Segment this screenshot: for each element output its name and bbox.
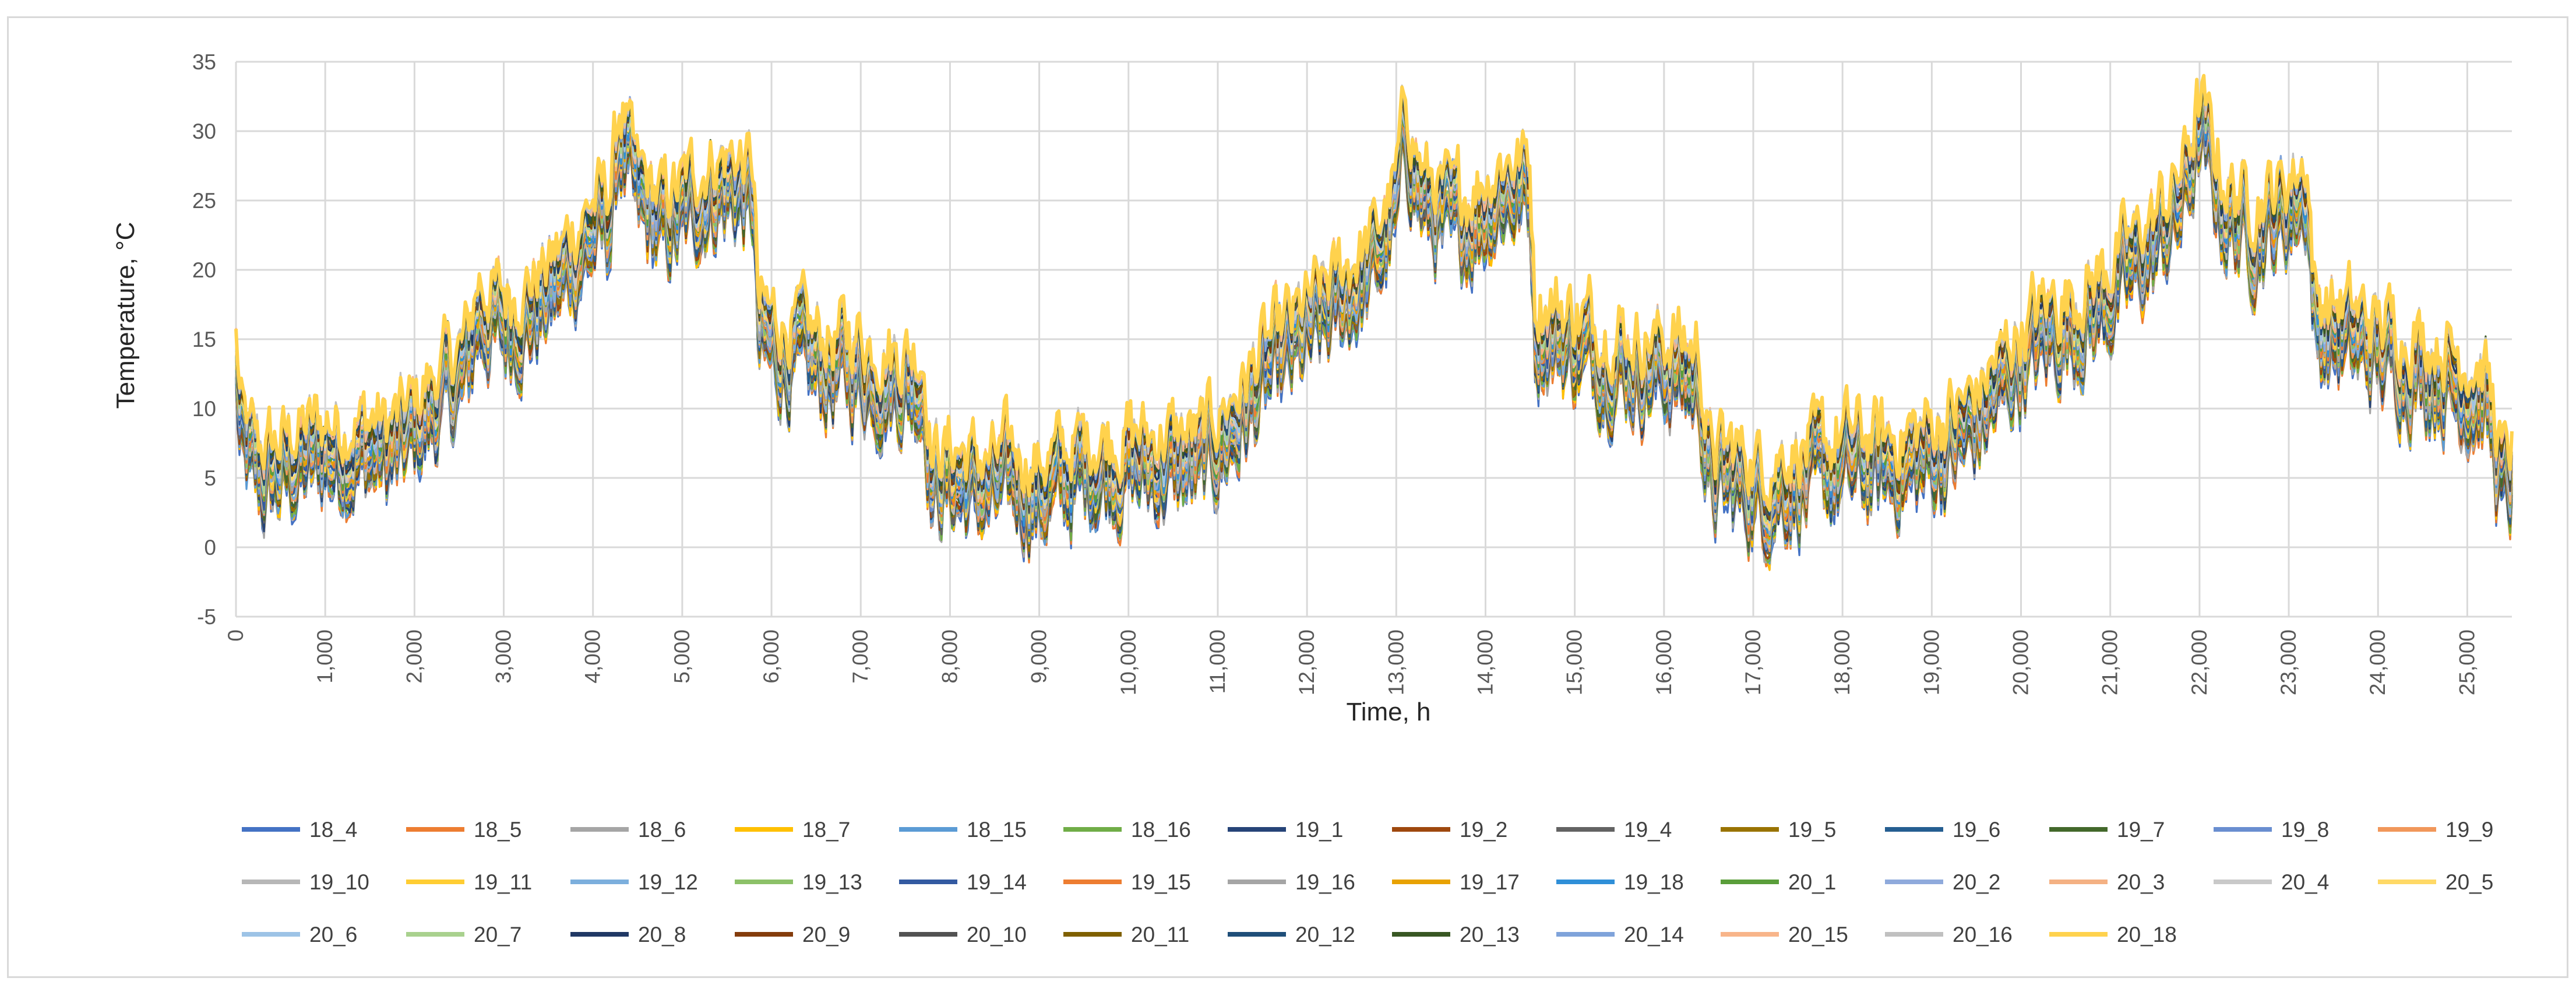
legend-label: 19_11: [474, 870, 532, 894]
x-tick-label: 25,000: [2455, 629, 2479, 695]
legend-label: 19_4: [1624, 818, 1672, 842]
x-tick-label: 23,000: [2277, 629, 2300, 695]
legend-label: 19_17: [1460, 870, 1520, 894]
legend-label: 20_9: [802, 923, 850, 947]
x-tick-label: 16,000: [1652, 629, 1676, 695]
legend-label: 20_3: [2117, 870, 2165, 894]
legend: 18_4 18_5 18_6 18_7 18_15 18_16 19_1 19_2 19_4 19…: [242, 818, 2493, 947]
x-tick-label: 3,000: [492, 629, 516, 684]
y-tick-label: 35: [192, 50, 216, 74]
legend-label: 20_2: [1953, 870, 2000, 894]
x-tick-label: 5,000: [670, 629, 694, 684]
y-tick-label: 5: [204, 466, 216, 490]
legend-label: 20_7: [474, 923, 521, 947]
legend-label: 20_11: [1131, 923, 1189, 947]
x-tick-label: 15,000: [1563, 629, 1587, 695]
legend-label: 19_1: [1295, 818, 1343, 842]
legend-label: 19_10: [309, 870, 369, 894]
legend-label: 18_16: [1131, 818, 1191, 842]
legend-label: 20_18: [2117, 923, 2177, 947]
x-tick-label: 24,000: [2366, 629, 2390, 695]
gridlines: [235, 61, 2512, 618]
x-tick-label: 9,000: [1027, 629, 1051, 684]
x-axis-title: Time, h: [1346, 698, 1430, 726]
y-tick-label: 30: [192, 119, 216, 143]
y-tick-label: 15: [192, 328, 216, 351]
x-tick-label: 17,000: [1741, 629, 1765, 695]
legend-label: 18_5: [474, 818, 521, 842]
legend-label: 18_4: [309, 818, 357, 842]
x-tick-label: 7,000: [848, 629, 872, 684]
y-axis-title: Temperature, °C: [111, 222, 140, 409]
legend-label: 19_13: [802, 870, 862, 894]
y-tick-label: 25: [192, 189, 216, 213]
x-tick-label: 21,000: [2098, 629, 2122, 695]
series-line-20-18: [234, 73, 2514, 512]
legend-label: 19_5: [1788, 818, 1836, 842]
legend-label: 18_7: [802, 818, 850, 842]
legend-label: 19_14: [967, 870, 1027, 894]
legend-label: 20_16: [1953, 923, 2013, 947]
legend-label: 20_15: [1788, 923, 1848, 947]
legend-label: 19_9: [2445, 818, 2493, 842]
x-tick-label: 19,000: [1919, 629, 1943, 695]
x-tick-label: 20,000: [2009, 629, 2033, 695]
legend-label: 20_10: [967, 923, 1027, 947]
x-tick-label: 22,000: [2187, 629, 2211, 695]
legend-label: 20_6: [309, 923, 357, 947]
series-lines: [234, 73, 2514, 571]
x-tick-label: 1,000: [313, 629, 337, 684]
legend-label: 18_15: [967, 818, 1027, 842]
legend-label: 19_2: [1460, 818, 1507, 842]
x-tick-label: 8,000: [938, 629, 961, 684]
legend-label: 19_15: [1131, 870, 1191, 894]
legend-label: 20_8: [638, 923, 686, 947]
y-tick-label: 20: [192, 258, 216, 282]
legend-label: 19_6: [1953, 818, 2000, 842]
legend-label: 19_7: [2117, 818, 2165, 842]
legend-label: 20_4: [2281, 870, 2329, 894]
chart-frame: -5 0 5 10 15 20 25 30 35 0 1,000 2,000 3,000 4,000 5,0…: [7, 16, 2568, 978]
legend-label: 20_14: [1624, 923, 1684, 947]
x-tick-label: 6,000: [759, 629, 783, 684]
x-tick-label: 11,000: [1206, 629, 1229, 694]
legend-label: 19_12: [638, 870, 698, 894]
legend-label: 19_18: [1624, 870, 1684, 894]
x-tick-label: 14,000: [1473, 629, 1497, 695]
axes: -5 0 5 10 15 20 25 30 35 0 1,000 2,000 3,000 4,000 5,0…: [192, 50, 2479, 695]
legend-label: 20_12: [1295, 923, 1355, 947]
x-tick-label: 10,000: [1116, 629, 1140, 695]
y-tick-label: 0: [204, 536, 216, 560]
legend-label: 19_16: [1295, 870, 1355, 894]
legend-label: 20_5: [2445, 870, 2493, 894]
x-tick-label: 12,000: [1295, 629, 1319, 695]
legend-label: 19_8: [2281, 818, 2329, 842]
legend-label: 20_13: [1460, 923, 1520, 947]
x-tick-label: 2,000: [402, 629, 426, 684]
line-chart: -5 0 5 10 15 20 25 30 35 0 1,000 2,000 3,000 4,000 5,0…: [111, 50, 2514, 947]
x-tick-label: 13,000: [1384, 629, 1408, 695]
y-tick-label: 10: [192, 397, 216, 421]
legend-label: 20_1: [1788, 870, 1836, 894]
x-tick-label: 18,000: [1830, 629, 1854, 695]
legend-label: 18_6: [638, 818, 686, 842]
y-tick-label: -5: [197, 605, 216, 629]
x-tick-label: 0: [224, 629, 248, 642]
x-tick-label: 4,000: [581, 629, 605, 684]
